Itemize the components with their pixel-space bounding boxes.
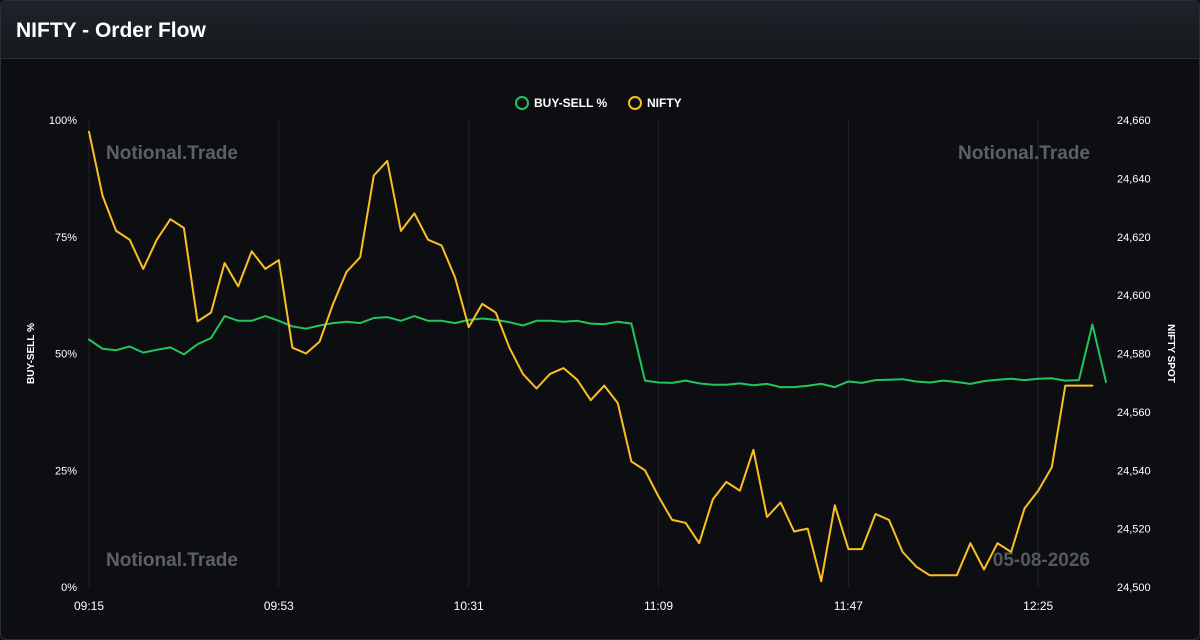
y-left-tick-label: 50% xyxy=(55,349,77,361)
chart-grid xyxy=(88,120,1039,587)
x-tick-label: 12:25 xyxy=(1023,599,1053,613)
legend-marker-icon xyxy=(628,96,642,110)
y-right-tick-label: 24,500 xyxy=(1117,582,1151,594)
y-right-tick-label: 24,540 xyxy=(1117,465,1151,477)
title-bar: NIFTY - Order Flow xyxy=(1,1,1199,59)
y-right-tick-label: 24,640 xyxy=(1117,173,1151,185)
y-right-tick-label: 24,660 xyxy=(1117,115,1151,127)
y-left-tick-label: 0% xyxy=(61,582,77,594)
watermark-bottom-left: Notional.Trade xyxy=(106,550,238,571)
x-tick-label: 11:09 xyxy=(644,599,673,613)
y-left-tick-label: 25% xyxy=(55,465,77,477)
y-right-tick-label: 24,520 xyxy=(1117,524,1151,536)
buy-sell-series-line xyxy=(88,315,1107,389)
y-left-tick-label: 75% xyxy=(55,232,77,244)
legend-marker-icon xyxy=(515,96,529,110)
watermark-date: 05-08-2026 xyxy=(993,550,1090,571)
watermark-top-right: Notional.Trade xyxy=(958,143,1090,164)
chart-legend: BUY-SELL % NIFTY xyxy=(515,96,682,110)
y-right-tick-label: 24,600 xyxy=(1117,290,1151,302)
x-tick-label: 09:53 xyxy=(264,599,294,613)
y-right-axis-title: NIFTY SPOT xyxy=(1165,324,1176,383)
series-layer xyxy=(88,130,1107,583)
legend-label: NIFTY xyxy=(647,96,682,110)
x-tick-label: 10:31 xyxy=(454,599,484,613)
chart-axes: 09:1509:5310:3111:0911:4712:2513:0313:41… xyxy=(26,115,1176,613)
watermark-top-left: Notional.Trade xyxy=(106,143,238,164)
y-right-tick-label: 24,580 xyxy=(1117,349,1151,361)
y-right-tick-label: 24,560 xyxy=(1117,407,1151,419)
legend-label: BUY-SELL % xyxy=(534,96,607,110)
y-left-tick-label: 100% xyxy=(49,115,77,127)
y-right-tick-label: 24,620 xyxy=(1117,232,1151,244)
x-tick-label: 11:47 xyxy=(834,599,863,613)
nifty-series-line xyxy=(88,130,1094,583)
page-title: NIFTY - Order Flow xyxy=(16,19,206,42)
x-tick-label: 09:15 xyxy=(74,599,104,613)
y-left-axis-title: BUY-SELL % xyxy=(26,323,37,384)
